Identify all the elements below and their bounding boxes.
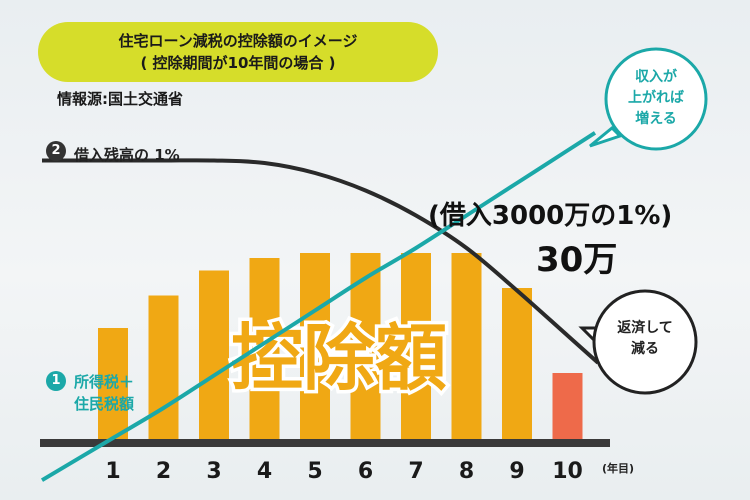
income-bubble-line3: 増える	[635, 111, 677, 127]
x-tick-label: 9	[509, 459, 524, 484]
x-tick-label: 6	[358, 459, 373, 484]
bar	[199, 270, 229, 443]
income-line	[40, 131, 597, 482]
bar	[451, 253, 482, 443]
balance-line	[42, 158, 600, 365]
x-tick-label: 1	[105, 459, 120, 484]
income-bubble-line2: 上がれば	[628, 90, 684, 106]
bar	[502, 288, 532, 443]
x-tick-labels: 1 2 3 4 5 6 7 8 9 10	[105, 459, 582, 484]
annotation-loan: (借入3000万の1%)	[428, 201, 673, 231]
repay-bubble	[578, 289, 698, 395]
source-label: 情報源:国土交通省	[57, 90, 183, 108]
x-tick-label: 5	[307, 459, 322, 484]
bar	[148, 295, 179, 443]
title-line2: ( 控除期間が10年間の場合 )	[140, 54, 336, 72]
bar-group	[98, 253, 583, 443]
income-bubble-line1: 収入が	[635, 69, 677, 85]
x-tick-label: 10	[552, 459, 583, 484]
repay-bubble-text: 返済して 減る	[593, 318, 697, 360]
tax-series-label-line1: 所得税＋	[74, 373, 135, 391]
x-axis-unit: (年目)	[602, 462, 635, 475]
x-tick-label: 2	[156, 459, 171, 484]
series2-number-badge: 2	[46, 141, 66, 161]
center-label: 控除額	[231, 316, 447, 400]
bar	[98, 328, 128, 443]
series1-number-badge: 1	[46, 371, 66, 391]
x-tick-label: 7	[408, 459, 423, 484]
bar	[300, 253, 330, 443]
bar	[401, 253, 431, 443]
repay-bubble-line1: 返済して	[617, 320, 673, 336]
income-bubble-text: 収入が 上がれば 増える	[608, 67, 704, 130]
balance-series-label: 借入残高の 1%	[74, 146, 180, 164]
income-bubble	[589, 47, 708, 151]
tax-series-label: 所得税＋ 住民税額	[74, 371, 134, 415]
repay-bubble-line2: 減る	[631, 341, 659, 357]
tax-series-label-line2: 住民税額	[74, 395, 135, 413]
bar	[552, 373, 583, 443]
x-tick-label: 8	[459, 459, 474, 484]
annotation-amount: 30万	[536, 240, 618, 280]
x-tick-label: 4	[257, 459, 272, 484]
title-box: 住宅ローン減税の控除額のイメージ ( 控除期間が10年間の場合 )	[38, 22, 438, 82]
title-line1: 住宅ローン減税の控除額のイメージ	[118, 32, 358, 50]
x-tick-label: 3	[206, 459, 221, 484]
